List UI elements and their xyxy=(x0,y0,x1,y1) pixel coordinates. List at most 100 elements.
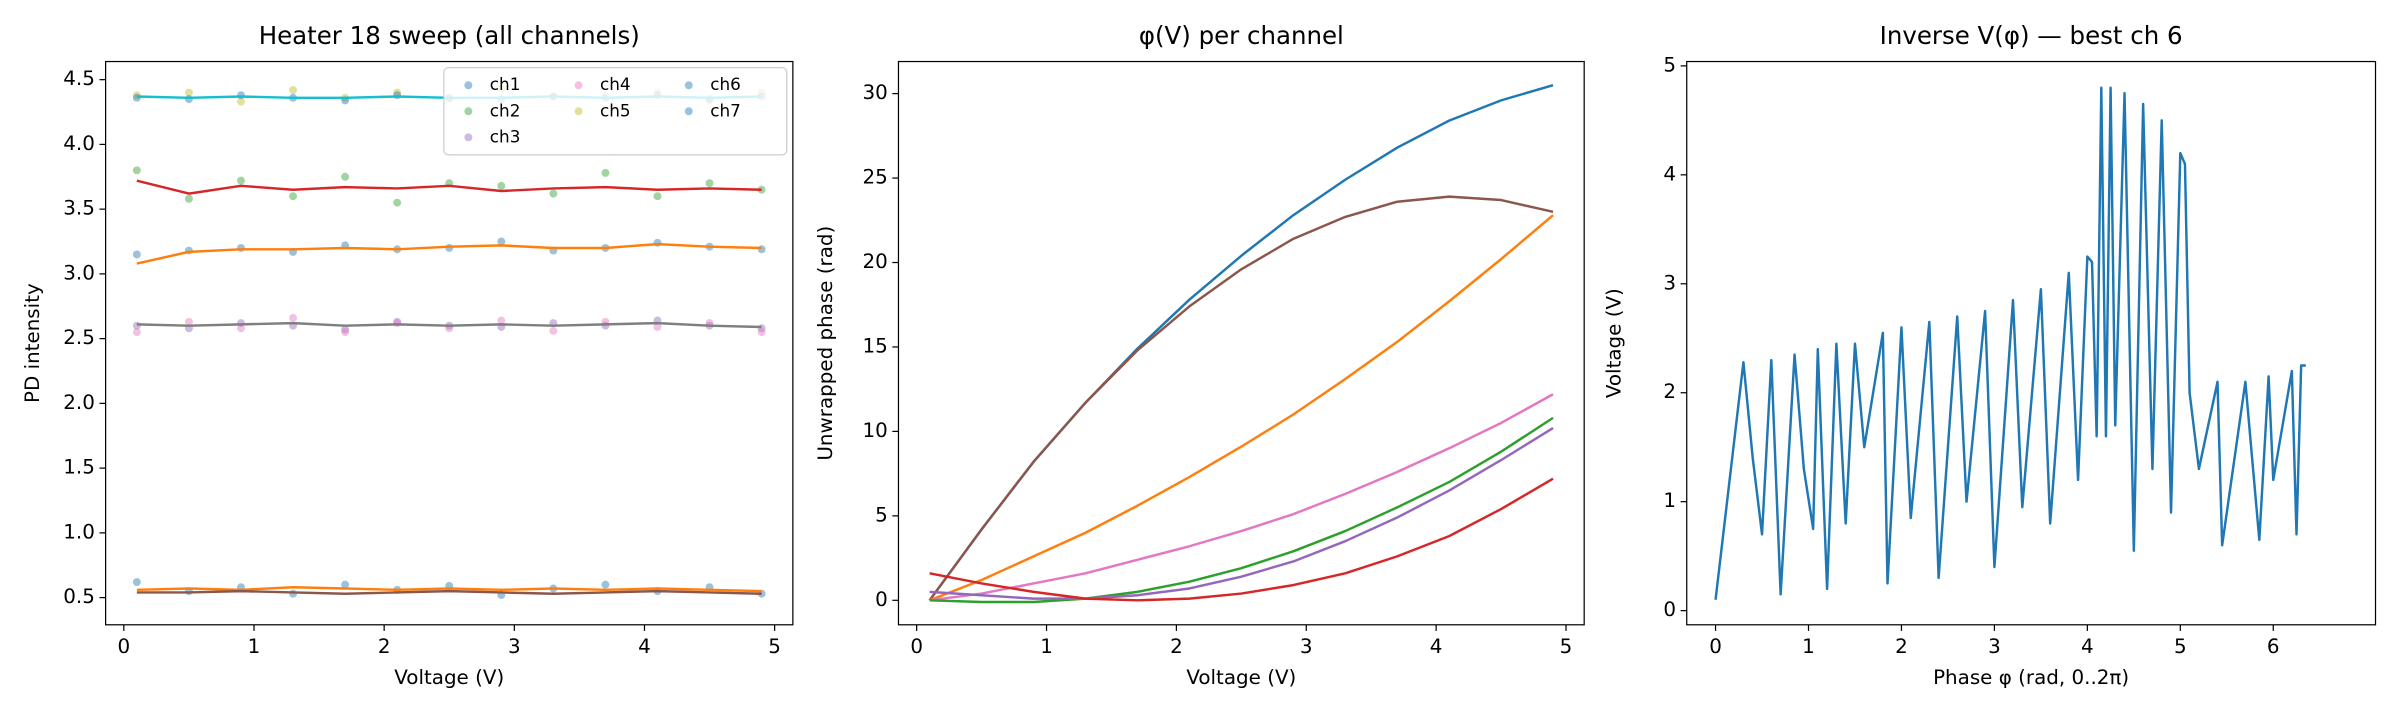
x-tick-label: 3 xyxy=(1300,635,1313,658)
y-axis-label: PD intensity xyxy=(21,283,44,403)
smoothed-line xyxy=(136,179,762,195)
y-tick-label: 1.5 xyxy=(63,456,95,479)
y-tick-label: 20 xyxy=(862,250,887,273)
scatter-point xyxy=(341,325,350,334)
x-tick-label: 1 xyxy=(248,635,261,658)
axes-frame xyxy=(897,60,1585,626)
x-tick-label: 1 xyxy=(1802,635,1815,658)
legend-marker xyxy=(464,107,473,116)
chart-title: φ(V) per channel xyxy=(1139,21,1344,50)
scatter-point xyxy=(184,317,193,326)
y-tick-label: 0 xyxy=(1663,598,1676,621)
legend-label: ch3 xyxy=(490,126,521,146)
legend-label: ch7 xyxy=(710,100,741,120)
x-tick-label: 5 xyxy=(768,635,781,658)
y-tick-label: 2.5 xyxy=(63,326,95,349)
scatter-point xyxy=(601,168,610,177)
x-tick-label: 6 xyxy=(2267,635,2280,658)
plot-area xyxy=(1714,86,2306,600)
scatter-point xyxy=(497,237,506,246)
x-axis-label: Voltage (V) xyxy=(394,666,504,689)
y-tick-label: 5 xyxy=(1663,53,1676,76)
legend-marker xyxy=(684,81,693,90)
legend-label: ch6 xyxy=(710,74,741,94)
scatter-point xyxy=(393,91,402,100)
y-axis-label: Unwrapped phase (rad) xyxy=(814,226,837,461)
scatter-point xyxy=(341,328,350,337)
smoothed-line xyxy=(136,586,762,593)
y-tick-label: 15 xyxy=(862,334,887,357)
scatter-point xyxy=(393,198,402,207)
y-tick-label: 4 xyxy=(1663,162,1676,185)
legend-marker xyxy=(574,81,583,90)
scatter-point xyxy=(236,91,245,100)
smoothed-line xyxy=(136,321,762,329)
y-tick-label: 5 xyxy=(875,503,888,526)
x-tick-label: 2 xyxy=(378,635,391,658)
scatter-point xyxy=(497,181,506,190)
series-line xyxy=(929,426,1554,600)
scatter-point xyxy=(341,172,350,181)
x-tick-label: 4 xyxy=(2081,635,2094,658)
scatter-point xyxy=(184,194,193,203)
x-tick-label: 0 xyxy=(1709,635,1722,658)
x-tick-label: 0 xyxy=(910,635,923,658)
y-tick-label: 1.0 xyxy=(63,520,95,543)
x-tick-label: 5 xyxy=(2174,635,2187,658)
y-tick-label: 25 xyxy=(862,166,887,189)
x-tick-label: 3 xyxy=(1988,635,2001,658)
legend-marker xyxy=(464,133,473,142)
x-tick-label: 4 xyxy=(1430,635,1443,658)
x-tick-label: 3 xyxy=(508,635,521,658)
scatter-point xyxy=(289,589,298,598)
series-line xyxy=(929,393,1554,602)
scatter-point xyxy=(757,185,766,194)
subplot: Inverse V(φ) — best ch 6 Phase φ (rad, 0.… xyxy=(1602,21,2377,689)
smoothed-line xyxy=(136,589,762,595)
scatter-point xyxy=(236,97,245,106)
series-line xyxy=(929,214,1554,602)
series-line xyxy=(928,195,1554,602)
y-tick-label: 0 xyxy=(875,588,888,611)
y-tick-label: 3 xyxy=(1663,271,1676,294)
x-tick-label: 2 xyxy=(1895,635,1908,658)
series-line xyxy=(928,84,1554,602)
legend-label: ch4 xyxy=(600,74,631,94)
y-tick-label: 1 xyxy=(1663,489,1676,512)
scatter-point xyxy=(289,86,298,94)
y-tick-label: 4.0 xyxy=(63,132,95,155)
x-tick-label: 2 xyxy=(1170,635,1183,658)
legend-box xyxy=(443,67,788,156)
legend-label: ch2 xyxy=(490,100,521,120)
scatter-point xyxy=(705,179,714,188)
y-tick-label: 3.5 xyxy=(63,197,95,220)
series-line xyxy=(929,477,1554,602)
scatter-point xyxy=(132,93,141,102)
scatter-point xyxy=(393,88,402,97)
legend-marker xyxy=(684,107,693,116)
chart-title: Inverse V(φ) — best ch 6 xyxy=(1880,21,2183,50)
x-axis-label: Phase φ (rad, 0..2π) xyxy=(1933,666,2129,689)
scatter-point xyxy=(757,245,766,254)
legend-marker xyxy=(574,107,583,116)
scatter-point xyxy=(549,189,558,198)
scatter-point xyxy=(757,328,766,337)
y-tick-label: 4.5 xyxy=(63,67,95,90)
chart-title: Heater 18 sweep (all channels) xyxy=(259,21,640,50)
scatter-point xyxy=(289,192,298,201)
y-tick-label: 2 xyxy=(1663,380,1676,403)
scatter-point xyxy=(184,95,193,104)
legend-label: ch5 xyxy=(600,100,631,120)
x-tick-label: 1 xyxy=(1040,635,1053,658)
y-tick-label: 30 xyxy=(862,81,887,104)
scatter-point xyxy=(132,328,141,337)
scatter-point xyxy=(236,244,245,252)
scatter-point xyxy=(184,88,193,97)
scatter-point xyxy=(341,580,350,589)
series-line xyxy=(929,416,1554,604)
y-tick-label: 10 xyxy=(862,419,887,442)
axes-frame xyxy=(1686,60,2377,626)
legend-marker xyxy=(464,81,473,90)
y-axis-label: Voltage (V) xyxy=(1602,288,1625,398)
